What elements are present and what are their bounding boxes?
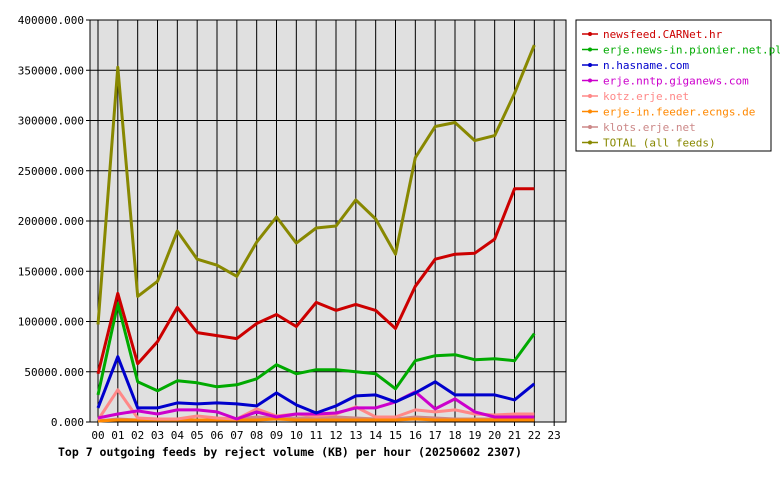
x-tick-label: 00 (91, 429, 104, 442)
x-tick-label: 23 (548, 429, 561, 442)
x-tick-label: 18 (448, 429, 461, 442)
y-tick-label: 0.000 (51, 416, 84, 429)
x-tick-label: 01 (111, 429, 124, 442)
x-tick-label: 16 (409, 429, 422, 442)
legend-label: TOTAL (all feeds) (603, 137, 716, 150)
series-line (96, 187, 535, 375)
legend-label: newsfeed.CARNet.hr (603, 28, 723, 41)
y-axis: 0.000 50000.000 100000.000 150000.000 200000… (18, 14, 90, 429)
legend-label: n.hasname.com (603, 59, 689, 72)
legend-label: erje.nntp.giganews.com (603, 75, 749, 88)
legend-marker (588, 63, 592, 67)
x-tick-label: 19 (468, 429, 481, 442)
x-tick-label: 13 (349, 429, 362, 442)
x-tick-label: 10 (290, 429, 303, 442)
y-tick-label: 250000.000 (18, 165, 84, 178)
x-tick-label: 14 (369, 429, 383, 442)
series-line (96, 44, 536, 325)
series-line (96, 301, 536, 396)
legend-marker (588, 47, 592, 52)
series-lines (96, 44, 536, 423)
y-tick-label: 150000.000 (18, 265, 84, 278)
x-tick-label: 11 (310, 429, 323, 442)
y-tick-label: 50000.000 (24, 366, 84, 379)
y-tick-label: 350000.000 (18, 64, 84, 77)
x-tick-label: 08 (250, 429, 263, 442)
x-tick-label: 02 (131, 429, 144, 442)
legend-marker (588, 125, 592, 129)
y-tick-label: 300000.000 (18, 115, 84, 128)
x-tick-label: 09 (270, 429, 283, 442)
legend: newsfeed.CARNet.hr erje.news-in.pionier.n… (575, 19, 780, 152)
x-tick-label: 05 (191, 429, 204, 442)
legend-marker (588, 140, 592, 145)
legend-marker (588, 78, 592, 83)
y-tick-label: 100000.000 (18, 316, 84, 329)
x-tick-label: 06 (210, 429, 223, 442)
x-tick-label: 21 (508, 429, 521, 442)
legend-label: erje-in.feeder.ecngs.de (603, 106, 755, 119)
y-tick-label: 400000.000 (18, 14, 84, 27)
x-tick-label: 15 (389, 429, 402, 442)
legend-marker (588, 109, 592, 114)
series-line (96, 355, 536, 415)
y-tick-label: 200000.000 (18, 215, 84, 228)
x-tick-label: 04 (171, 429, 185, 442)
series-line (96, 388, 535, 421)
legend-label: kotz.erje.net (603, 90, 689, 103)
x-tick-label: 20 (488, 429, 501, 442)
x-tick-label: 07 (230, 429, 243, 442)
legend-box (575, 19, 772, 152)
x-tick-label: 22 (528, 429, 541, 442)
chart-title: Top 7 outgoing feeds by reject volume (K… (58, 445, 522, 459)
legend-label: erje.news-in.pionier.net.pl (603, 44, 780, 57)
x-axis: 00 01 02 03 04 05 06 07 08 09 10 11 12 13 14 15 16 17 18 19… (91, 422, 561, 442)
x-tick-label: 03 (151, 429, 164, 442)
x-tick-label: 17 (429, 429, 442, 442)
legend-label: klots.erje.net (603, 121, 696, 134)
legend-marker (588, 32, 592, 36)
x-tick-label: 12 (329, 429, 342, 442)
legend-marker (588, 94, 592, 98)
